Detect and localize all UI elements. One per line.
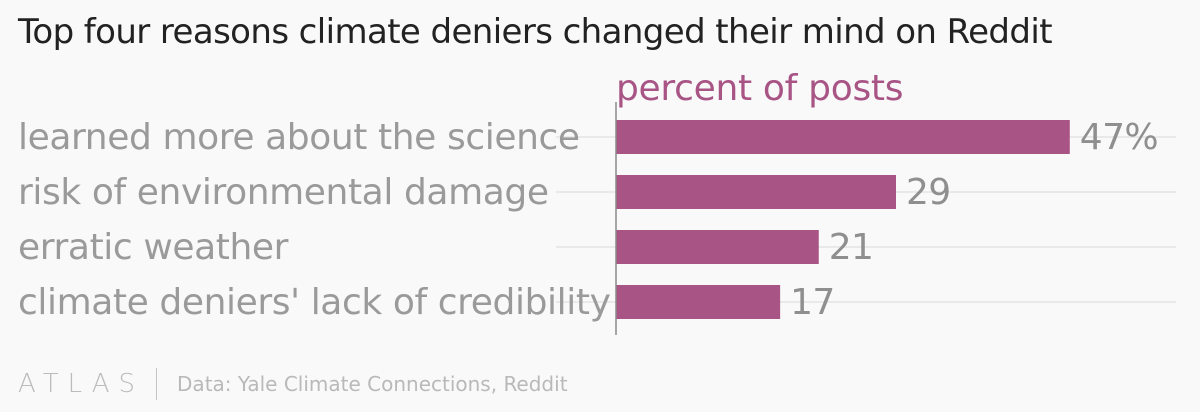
value-label: 29 xyxy=(906,172,951,213)
chart-subtitle: percent of posts xyxy=(616,68,904,109)
bar-chart: learned more about the science 47% risk of… xyxy=(18,102,1176,335)
footer-divider xyxy=(156,368,158,400)
bar xyxy=(616,230,819,264)
chart-title: Top four reasons climate deniers changed… xyxy=(18,12,1053,52)
bar xyxy=(616,175,896,209)
value-label: 47% xyxy=(1080,117,1158,158)
value-label: 21 xyxy=(829,227,874,268)
category-label: risk of environmental damage xyxy=(18,172,549,213)
value-label: 17 xyxy=(790,282,835,323)
atlas-logo[interactable]: ATLAS xyxy=(18,369,145,399)
category-label: climate deniers' lack of credibility xyxy=(18,282,611,323)
category-label: learned more about the science xyxy=(18,117,580,158)
footer: ATLAS Data: Yale Climate Connections, Re… xyxy=(18,368,568,400)
bar xyxy=(616,285,781,319)
category-label: erratic weather xyxy=(18,227,289,268)
source-note: Data: Yale Climate Connections, Reddit xyxy=(177,372,568,396)
bar xyxy=(616,120,1070,154)
